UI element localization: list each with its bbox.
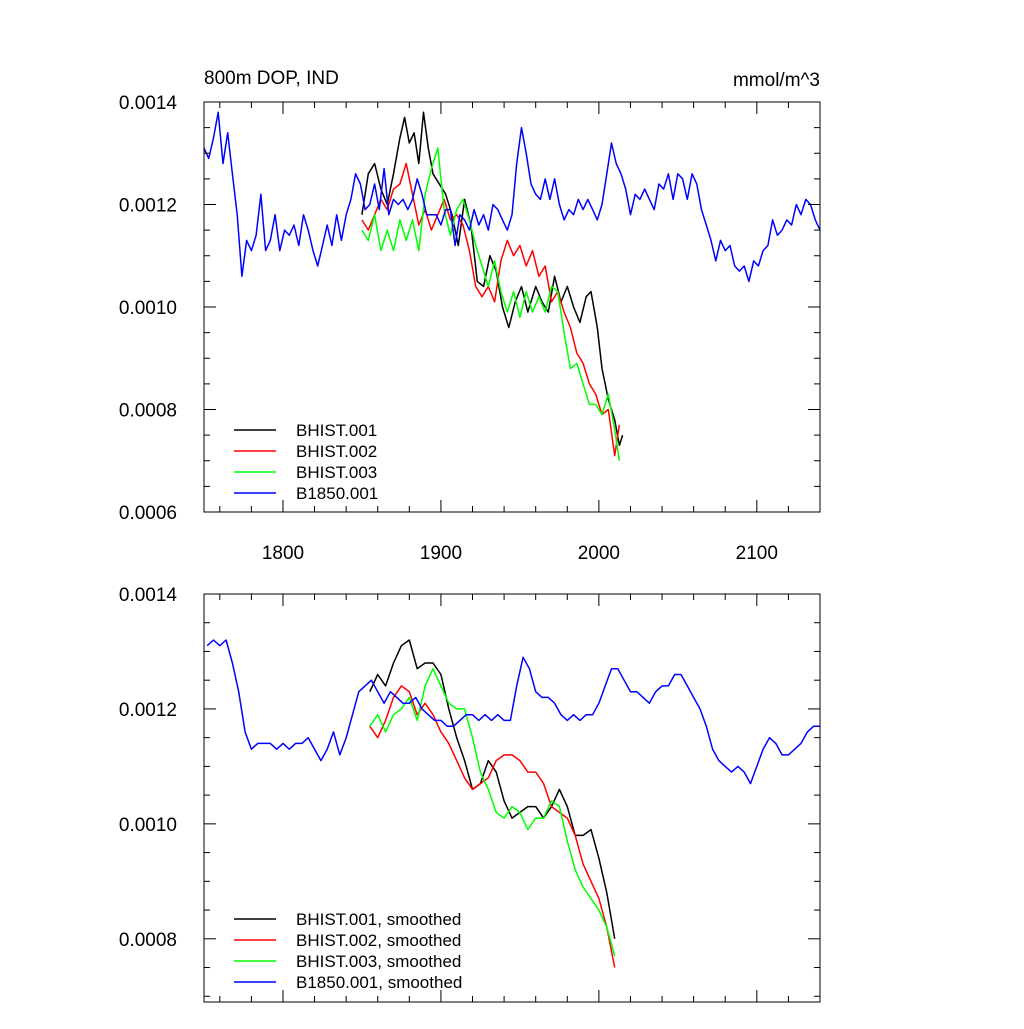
y-tick-label: 0.0014 <box>119 585 178 606</box>
legend-label: B1850.001 <box>296 484 378 503</box>
top-panel: 800m DOP, IND mmol/m^3 1800 1900 2000 2100 0… <box>119 68 821 564</box>
legend-label: BHIST.001, smoothed <box>296 910 461 929</box>
chart-units: mmol/m^3 <box>733 70 820 91</box>
legend-label: BHIST.002 <box>296 442 377 461</box>
chart-title: 800m DOP, IND <box>204 68 339 89</box>
y-tick-label: 0.0012 <box>119 700 177 721</box>
y-tick-label: 0.0010 <box>119 815 177 836</box>
legend-label: BHIST.003 <box>296 463 377 482</box>
plot-frame <box>203 593 821 1003</box>
bottom-panel: 0.0008 0.0010 0.0012 0.0014 BHIST.001, smoot… <box>119 585 821 1003</box>
y-tick-label: 0.0010 <box>119 298 177 319</box>
series-line-1-0 <box>369 639 616 939</box>
y-tick-label: 0.0008 <box>119 401 177 422</box>
legend-label: B1850.001, smoothed <box>296 973 462 992</box>
x-tick-label: 1900 <box>420 543 462 564</box>
y-tick-label: 0.0008 <box>119 930 177 951</box>
y-tick-label: 0.0014 <box>119 93 178 114</box>
series-line-1-3 <box>206 639 820 785</box>
legend-label: BHIST.001 <box>296 421 377 440</box>
x-tick-label: 1800 <box>262 543 304 564</box>
x-tick-label: 2100 <box>736 543 778 564</box>
series-line-0-1 <box>361 162 621 457</box>
series-line-0-2 <box>361 147 621 461</box>
series-line-0-0 <box>361 111 624 447</box>
y-tick-label: 0.0006 <box>119 503 177 524</box>
legend-label: BHIST.003, smoothed <box>296 952 461 971</box>
series-line-0-3 <box>203 111 821 283</box>
x-tick-label: 2000 <box>578 543 620 564</box>
legend-label: BHIST.002, smoothed <box>296 931 461 950</box>
series-line-1-1 <box>369 685 616 968</box>
y-tick-label: 0.0012 <box>119 196 177 217</box>
